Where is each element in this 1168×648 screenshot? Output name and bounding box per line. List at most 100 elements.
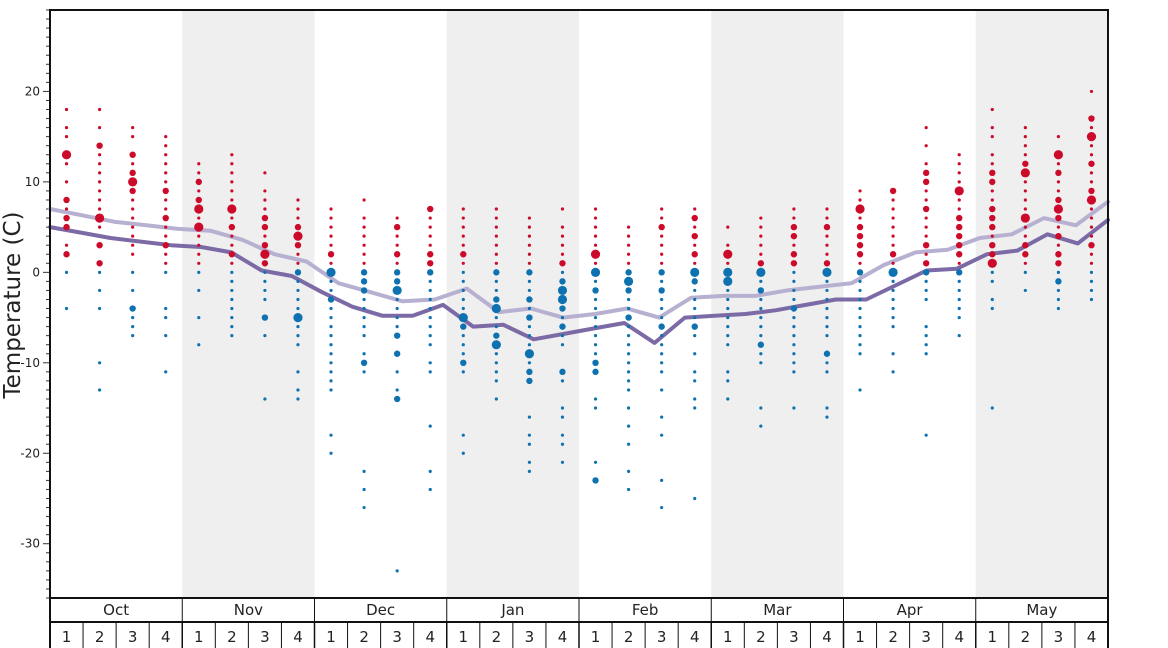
warm-observation-dot (626, 252, 631, 256)
warm-observation-dot (1053, 150, 1064, 160)
warm-observation-dot (891, 234, 895, 238)
warm-observation-dot (691, 232, 698, 240)
cold-observation-dot (527, 460, 532, 464)
warm-observation-dot (823, 260, 831, 267)
cold-observation-dot (593, 297, 598, 302)
cold-observation-dot (393, 269, 401, 276)
cold-observation-dot (527, 415, 532, 419)
warm-observation-dot (626, 261, 631, 265)
warm-observation-dot (790, 260, 798, 267)
warm-observation-dot (1023, 261, 1027, 265)
week-label: 4 (161, 628, 171, 646)
month-label-feb: Feb (632, 601, 659, 619)
week-label: 1 (723, 628, 733, 646)
cold-observation-dot (560, 460, 565, 464)
cold-observation-dot (428, 306, 432, 311)
cold-observation-dot (428, 288, 432, 293)
cold-observation-dot (526, 314, 533, 321)
warm-observation-dot (97, 171, 102, 175)
cold-observation-dot (626, 388, 631, 392)
cold-observation-dot (296, 325, 300, 329)
warm-observation-dot (956, 242, 963, 249)
cold-observation-dot (493, 296, 500, 303)
cold-observation-dot (726, 297, 730, 302)
cold-observation-dot (527, 325, 532, 329)
warm-observation-dot (990, 162, 994, 166)
warm-observation-dot (891, 261, 895, 265)
warm-observation-dot (230, 180, 234, 184)
week-label: 2 (95, 628, 105, 646)
cold-observation-dot (726, 315, 730, 320)
y-tick-label: 0 (32, 265, 40, 279)
warm-observation-dot (427, 260, 434, 267)
warm-observation-dot (362, 243, 366, 247)
warm-observation-dot (362, 216, 366, 220)
cold-observation-dot (759, 424, 763, 428)
cold-observation-dot (790, 305, 798, 312)
week-label: 2 (359, 628, 369, 646)
cold-observation-dot (362, 297, 366, 302)
warm-observation-dot (97, 225, 102, 229)
cold-observation-dot (660, 334, 664, 338)
trend-lines (48, 199, 1110, 345)
month-label-dec: Dec (366, 601, 395, 619)
warm-observation-dot (593, 243, 598, 247)
cold-observation-dot (1056, 270, 1061, 274)
warm-observation-dot (726, 225, 730, 229)
cold-observation-dot (757, 341, 765, 348)
cold-observation-dot (792, 325, 796, 329)
warm-observation-dot (296, 198, 300, 202)
cold-observation-dot (461, 451, 465, 455)
cold-observation-dot (626, 406, 631, 410)
cold-observation-dot (263, 397, 267, 401)
cold-observation-dot (858, 306, 862, 311)
cold-observation-dot (726, 343, 730, 347)
warm-observation-dot (194, 204, 204, 214)
warm-observation-dot (494, 225, 498, 229)
cold-observation-dot (64, 306, 69, 311)
week-label: 4 (293, 628, 303, 646)
warm-observation-dot (263, 198, 267, 202)
week-label: 3 (392, 628, 402, 646)
y-tick-label: -10 (20, 356, 40, 370)
warm-observation-dot (164, 162, 168, 166)
warm-observation-dot (691, 251, 698, 258)
warm-observation-dot (1055, 251, 1062, 258)
cold-observation-dot (97, 361, 102, 365)
warm-observation-dot (230, 153, 234, 157)
warm-observation-dot (626, 243, 631, 247)
warm-observation-dot (922, 260, 930, 267)
cold-observation-dot (329, 343, 333, 347)
y-tick-label: 20 (25, 84, 40, 98)
week-label: 3 (921, 628, 931, 646)
week-label: 3 (1054, 628, 1064, 646)
cold-observation-dot (494, 279, 498, 283)
warm-observation-dot (1086, 195, 1097, 205)
cold-observation-dot (428, 334, 432, 338)
cold-observation-dot (1089, 297, 1094, 302)
cold-observation-dot (891, 288, 895, 293)
warm-observation-dot (131, 216, 135, 220)
warm-observation-dot (461, 234, 465, 238)
warm-observation-dot (428, 243, 432, 247)
warm-observation-dot (197, 234, 201, 238)
warm-observation-dot (891, 225, 895, 229)
cold-observation-dot (560, 415, 565, 419)
warm-observation-dot (461, 216, 465, 220)
cold-observation-dot (924, 343, 928, 347)
warm-observation-dot (660, 207, 664, 211)
warm-observation-dot (954, 186, 964, 196)
cold-observation-dot (494, 397, 498, 401)
cold-observation-dot (593, 279, 598, 283)
warm-observation-dot (395, 243, 399, 247)
warm-observation-dot (693, 207, 697, 211)
x-axis: Oct 1 2 3 4 Nov 1 2 3 4 Dec 1 2 3 4 Jan 1 2 3 4 Feb 1 2 3 4 Mar 1 2… (49, 598, 1109, 648)
cold-observation-dot (461, 306, 465, 311)
cold-observation-dot (493, 269, 500, 276)
warm-observation-dot (957, 180, 961, 184)
cold-observation-dot (660, 478, 664, 482)
cold-observation-dot (329, 433, 333, 437)
cold-observation-dot (395, 325, 399, 329)
cold-observation-dot (660, 370, 664, 374)
cold-observation-dot (593, 325, 598, 329)
